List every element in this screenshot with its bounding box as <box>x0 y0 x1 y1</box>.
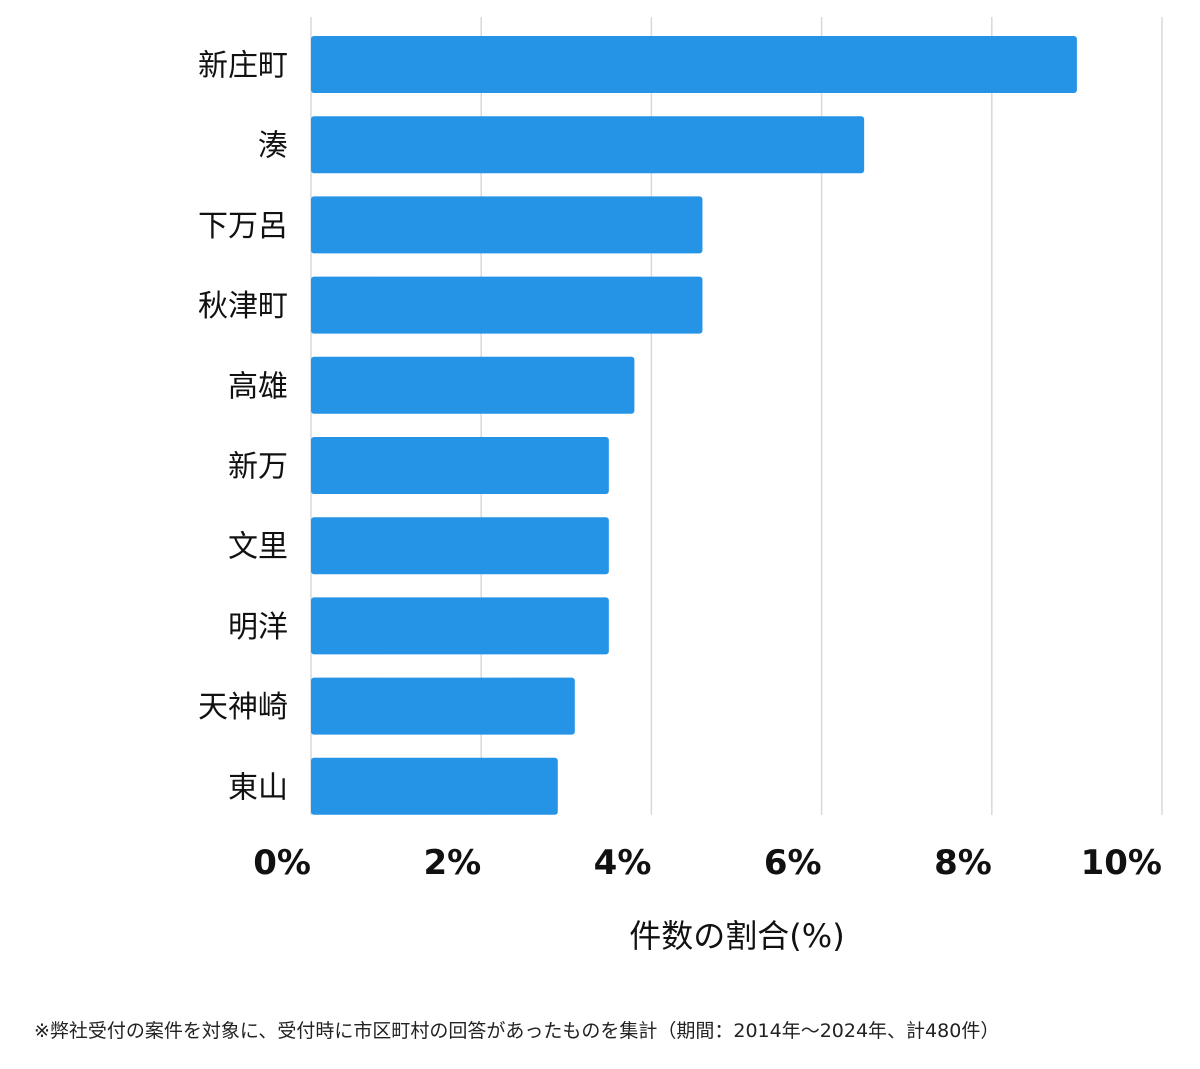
bar-東山 <box>311 757 558 815</box>
x-tick-label: 2% <box>423 843 481 883</box>
x-tick-label: 6% <box>764 843 822 883</box>
x-tick-labels: 0% 2% 4% 6% 8% 10% <box>253 843 1162 883</box>
bar-湊 <box>311 116 865 174</box>
x-tick-label: 0% <box>253 843 311 883</box>
category-label: 新庄町 <box>198 49 288 84</box>
category-label: 文里 <box>228 530 288 565</box>
category-label: 新万 <box>228 450 288 485</box>
bar-新万 <box>311 437 609 494</box>
bar-文里 <box>311 517 609 575</box>
footnote: ※弊社受付の案件を対象に、受付時に市区町村の回答があったものを集計（期間：201… <box>34 1020 1000 1042</box>
category-label: 湊 <box>258 129 288 164</box>
x-tick-label: 10% <box>1081 843 1162 883</box>
bar-天神崎 <box>311 677 575 735</box>
bar-明洋 <box>311 597 609 655</box>
category-label: 明洋 <box>228 610 288 645</box>
bar-新庄町 <box>311 36 1077 93</box>
category-label: 天神崎 <box>198 690 288 725</box>
x-tick-label: 8% <box>934 843 992 883</box>
category-label: 下万呂 <box>198 209 288 244</box>
category-label: 東山 <box>228 770 288 805</box>
bar-下万呂 <box>311 196 703 254</box>
bar-秋津町 <box>311 276 703 334</box>
category-label: 秋津町 <box>198 289 288 324</box>
x-axis-title: 件数の割合(%) <box>629 917 844 955</box>
x-tick-label: 4% <box>594 843 652 883</box>
category-label: 高雄 <box>228 369 288 404</box>
bars <box>311 36 1077 815</box>
bar-高雄 <box>311 356 635 414</box>
